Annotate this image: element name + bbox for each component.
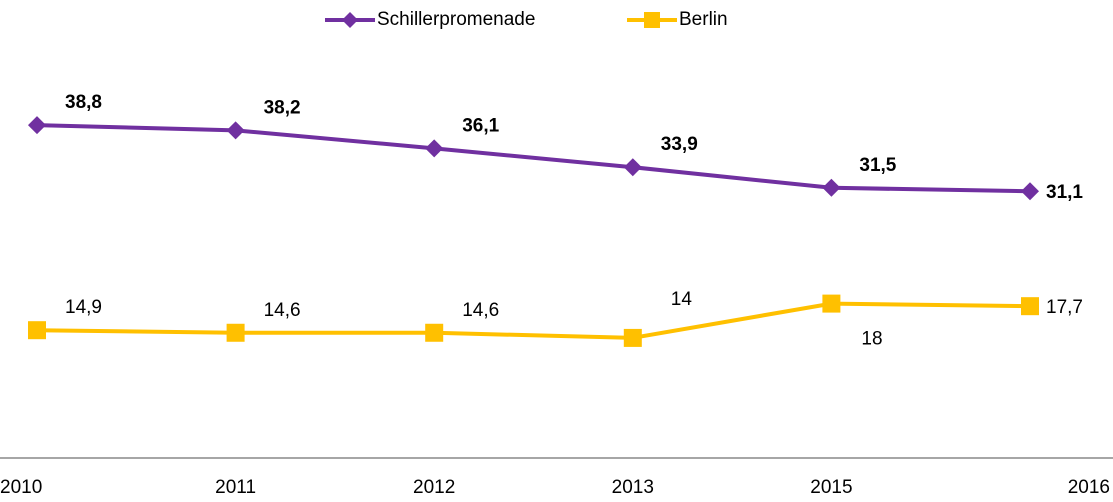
marker xyxy=(822,294,841,313)
marker xyxy=(28,116,46,135)
legend-marker xyxy=(342,12,358,28)
data-label: 14,9 xyxy=(65,297,102,318)
marker xyxy=(226,323,245,342)
marker xyxy=(1021,297,1039,316)
data-label: 31,1 xyxy=(1046,182,1083,203)
x-tick-label: 2015 xyxy=(810,477,852,498)
data-label: 38,2 xyxy=(264,97,301,118)
line xyxy=(36,301,1031,340)
marker xyxy=(623,328,642,347)
x-tick-label: 2012 xyxy=(413,477,455,498)
line xyxy=(36,123,1031,194)
marker xyxy=(623,158,642,177)
marker xyxy=(425,323,444,342)
data-label: 14,6 xyxy=(264,300,301,321)
marker xyxy=(226,121,245,140)
data-label: 33,9 xyxy=(661,134,698,155)
legend-label: Schillerpromenade xyxy=(377,9,535,30)
data-label: 17,7 xyxy=(1046,297,1083,318)
x-tick-label: 2010 xyxy=(0,477,42,498)
data-label: 31,5 xyxy=(859,155,896,176)
data-label: 18 xyxy=(861,329,882,350)
x-tick-label: 2011 xyxy=(215,477,256,498)
legend-label: Berlin xyxy=(679,9,728,30)
marker xyxy=(425,139,444,158)
data-label: 14,6 xyxy=(462,300,499,321)
marker xyxy=(28,321,46,340)
data-label: 38,8 xyxy=(65,92,102,113)
data-label: 14 xyxy=(671,289,693,310)
x-tick-label: 2013 xyxy=(612,477,654,498)
data-label: 36,1 xyxy=(462,115,499,136)
x-tick-label: 2016 xyxy=(1068,477,1110,498)
legend-marker xyxy=(644,12,660,28)
marker xyxy=(822,178,841,197)
marker xyxy=(1021,182,1039,201)
